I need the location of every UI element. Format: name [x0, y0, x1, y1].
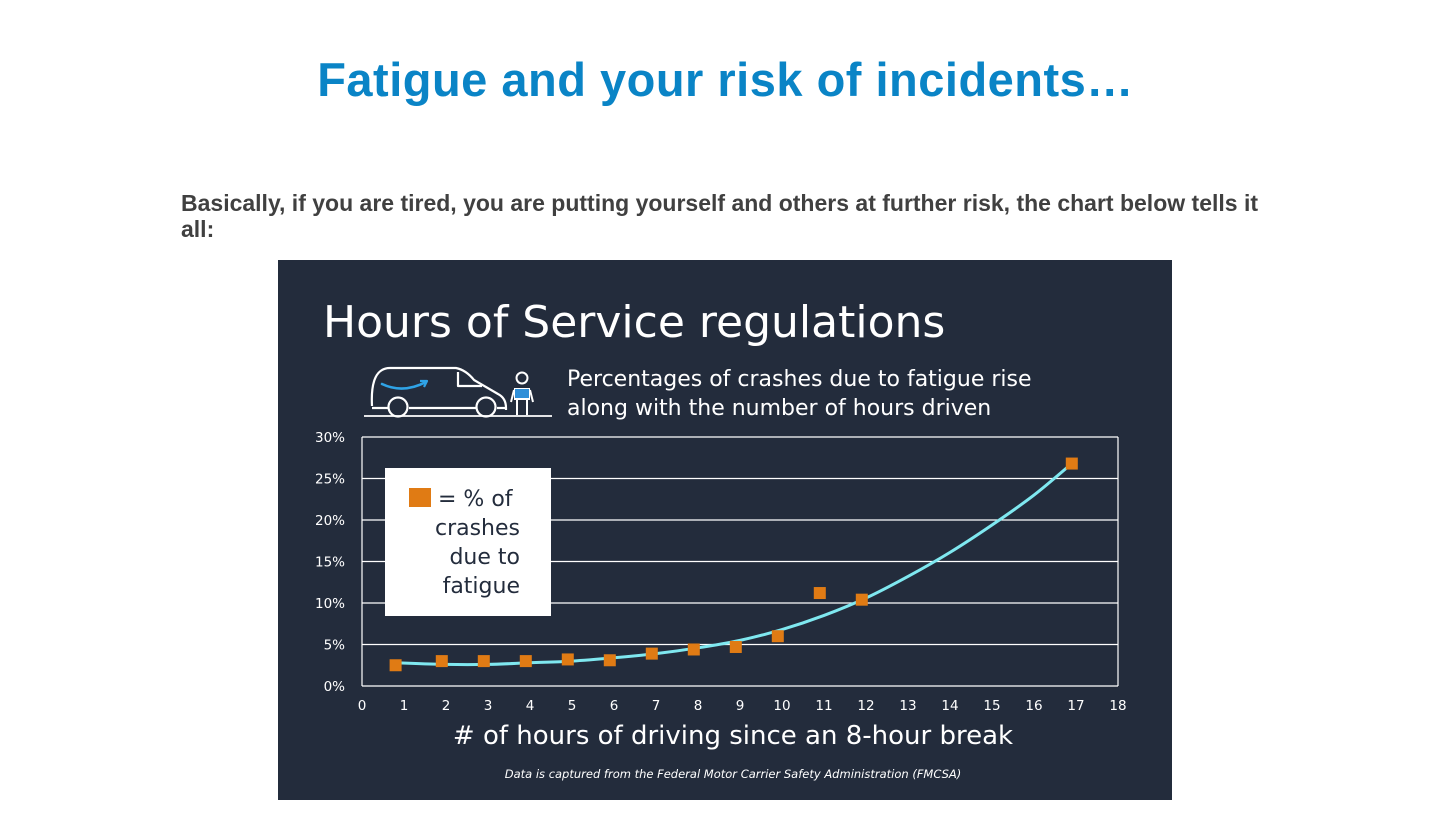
y-tick-label: 25%: [315, 472, 345, 488]
data-point: [687, 643, 700, 656]
data-point: [855, 593, 868, 606]
x-tick-label: 14: [941, 698, 958, 714]
data-point: [771, 630, 784, 643]
data-source-note: Data is captured from the Federal Motor …: [505, 767, 962, 781]
infographic-panel: Hours of Service regulations Percentages…: [278, 260, 1172, 800]
data-point: [729, 640, 742, 653]
x-tick-labels: 0 1 2 3 4 5 6 7 8 9 10 11 12 13 14 15 16 17 18: [358, 698, 1127, 714]
chart-subtitle-line2: along with the number of hours driven: [567, 396, 991, 421]
x-tick-label: 15: [983, 698, 1000, 714]
x-tick-label: 10: [773, 698, 790, 714]
y-tick-label: 15%: [315, 555, 345, 571]
legend-box: = % of crashes due to fatigue: [385, 468, 551, 616]
y-tick-label: 0%: [324, 679, 346, 695]
x-tick-label: 8: [694, 698, 703, 714]
data-point: [813, 587, 826, 600]
x-tick-label: 3: [484, 698, 493, 714]
data-point: [389, 659, 402, 672]
x-tick-label: 6: [610, 698, 619, 714]
data-point: [477, 655, 490, 668]
y-tick-label: 20%: [315, 513, 345, 529]
legend-line1: = % of: [438, 487, 514, 512]
legend-marker: [409, 488, 431, 507]
y-tick-label: 30%: [315, 430, 345, 446]
x-tick-label: 1: [400, 698, 409, 714]
legend-line2: crashes: [435, 516, 520, 541]
chart-subtitle-line1: Percentages of crashes due to fatigue ri…: [567, 367, 1032, 392]
x-tick-label: 5: [568, 698, 577, 714]
y-tick-label: 5%: [324, 638, 346, 654]
data-points: [389, 457, 1078, 672]
x-tick-label: 9: [736, 698, 745, 714]
x-tick-label: 4: [526, 698, 535, 714]
x-tick-label: 12: [857, 698, 874, 714]
x-tick-label: 0: [358, 698, 367, 714]
data-point: [645, 647, 658, 660]
delivery-van-icon: [370, 366, 508, 418]
x-tick-label: 2: [442, 698, 451, 714]
x-tick-label: 11: [815, 698, 832, 714]
slide-body-text: Basically, if you are tired, you are put…: [181, 190, 1258, 242]
x-axis-label: # of hours of driving since an 8-hour br…: [453, 721, 1013, 751]
data-point: [435, 655, 448, 668]
y-tick-labels: 0% 5% 10% 15% 20% 25% 30%: [315, 430, 345, 695]
driver-person-icon: [510, 371, 534, 415]
data-point: [1065, 457, 1078, 470]
x-tick-label: 13: [899, 698, 916, 714]
y-tick-label: 10%: [315, 596, 345, 612]
chart-title: Hours of Service regulations: [323, 297, 945, 348]
fatigue-chart: Hours of Service regulations Percentages…: [315, 297, 1127, 781]
data-point: [603, 654, 616, 667]
data-point: [519, 655, 532, 668]
x-tick-label: 18: [1109, 698, 1126, 714]
legend-line4: fatigue: [443, 574, 520, 599]
slide-title: Fatigue and your risk of incidents…: [317, 53, 1134, 106]
x-tick-label: 16: [1025, 698, 1042, 714]
x-tick-label: 7: [652, 698, 661, 714]
x-tick-label: 17: [1067, 698, 1084, 714]
trend-line: [395, 462, 1073, 667]
data-point: [561, 653, 574, 666]
legend-line3: due to: [449, 545, 520, 570]
